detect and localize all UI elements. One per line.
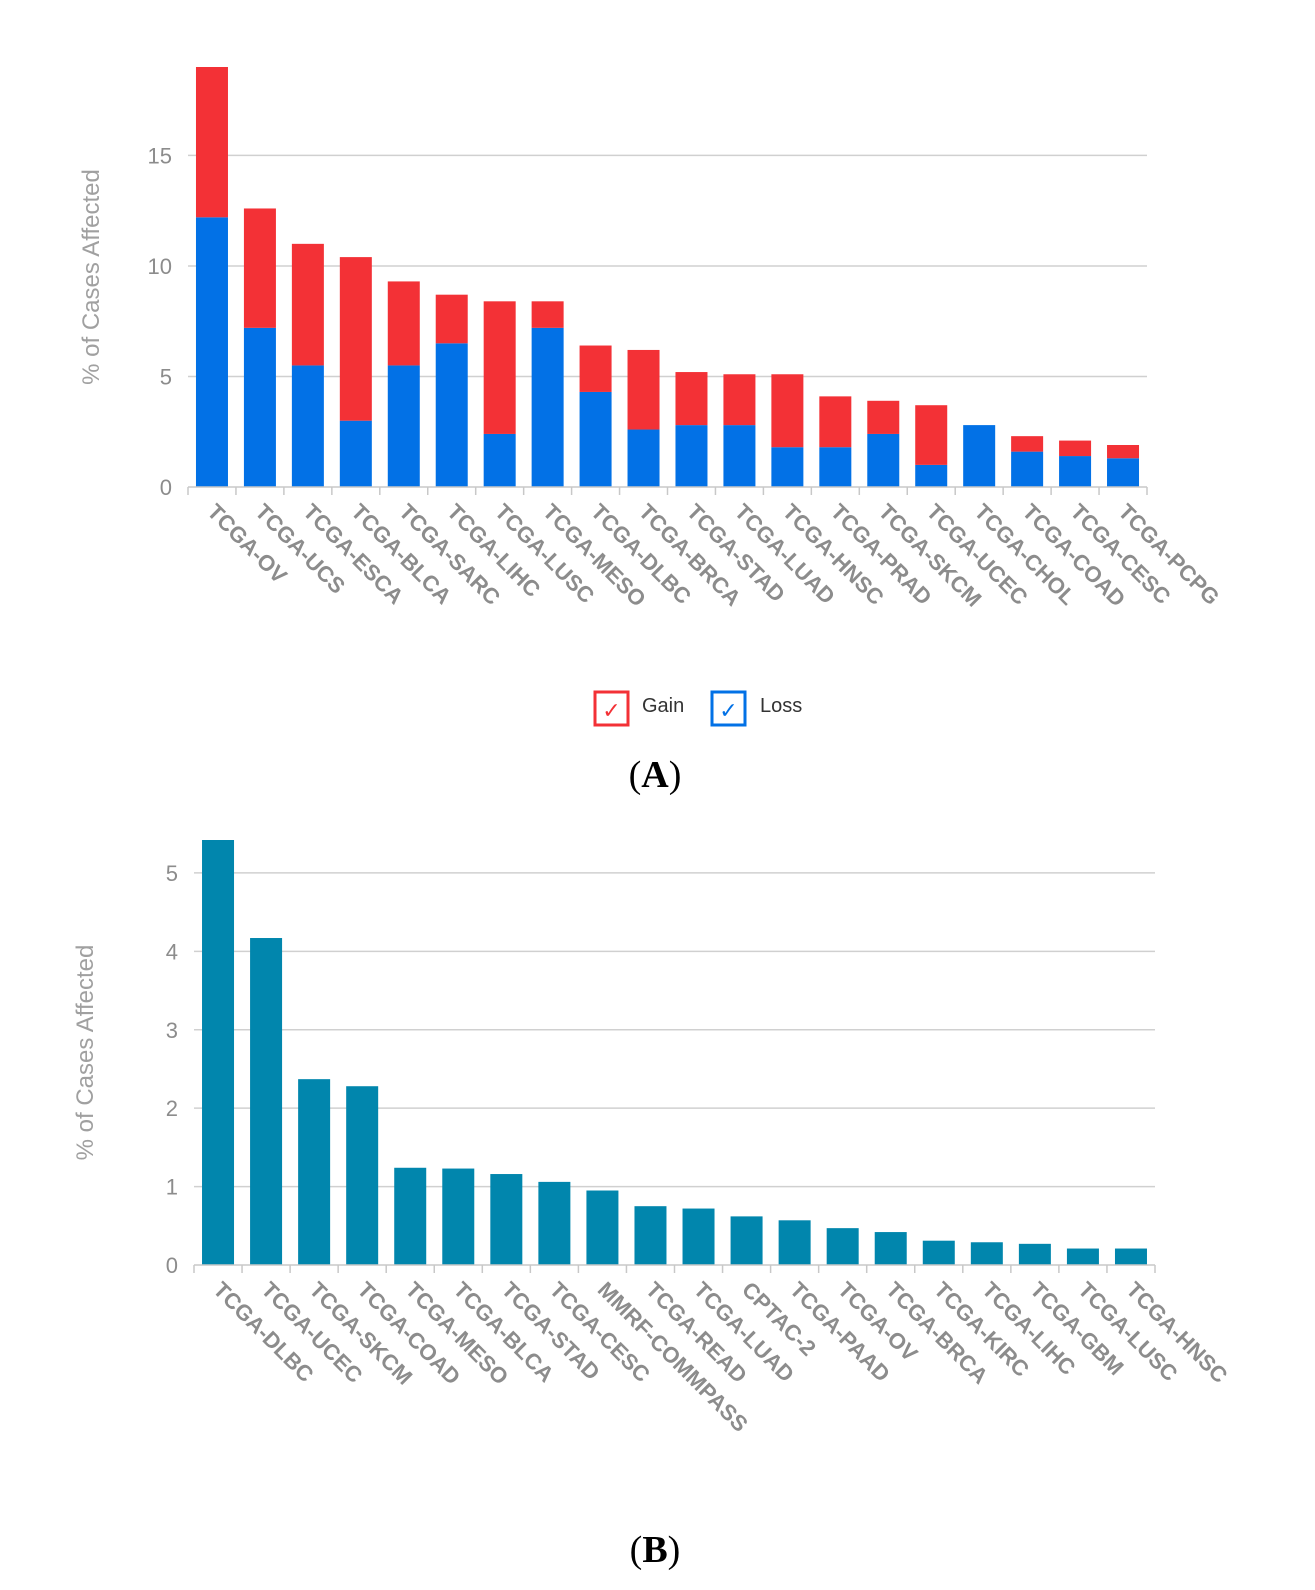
legend-checkbox-loss[interactable] <box>710 690 747 727</box>
y-tick-label: 5 <box>166 861 178 886</box>
legend-label-loss: Loss <box>760 695 802 717</box>
panel-label-b: (B) <box>630 1529 681 1571</box>
panel-b-open-paren: ( <box>630 1529 643 1571</box>
bar-loss-tcga-stad <box>675 425 708 487</box>
chart-b-cases-by-project: 012345TCGA-DLBCTCGA-UCECTCGA-SKCMTCGA-CO… <box>72 840 1233 1437</box>
bar-gain-tcga-skcm <box>867 400 900 434</box>
bar-gain-tcga-luad <box>723 374 756 426</box>
bar-loss-tcga-coad <box>1011 451 1044 487</box>
bar-tcga-skcm <box>298 1079 331 1265</box>
bar-mmrf-commpass <box>586 1190 619 1265</box>
bar-tcga-hnsc <box>1114 1248 1147 1265</box>
bar-tcga-dlbc <box>202 840 235 1265</box>
y-tick-label: 15 <box>148 143 172 168</box>
bar-loss-tcga-meso <box>531 327 564 487</box>
bar-gain-tcga-lihc <box>435 294 468 344</box>
panel-b-close-paren: ) <box>668 1529 681 1571</box>
bar-gain-tcga-ucec <box>915 405 948 465</box>
bar-loss-tcga-blca <box>339 420 372 487</box>
bar-tcga-blca <box>442 1168 475 1265</box>
bar-loss-tcga-brca <box>627 429 660 487</box>
bar-tcga-coad <box>346 1086 379 1265</box>
panel-b-letter: B <box>642 1529 667 1571</box>
y-axis-label: % of Cases Affected <box>72 945 99 1161</box>
legend-checkbox-gain[interactable] <box>593 690 630 727</box>
bar-loss-tcga-ucs <box>243 327 276 487</box>
bar-loss-tcga-pcpg <box>1107 458 1140 487</box>
bar-tcga-kirc <box>922 1240 955 1265</box>
bar-gain-tcga-stad <box>675 372 708 426</box>
panel-label-a: (A) <box>629 754 682 796</box>
bar-tcga-lihc <box>970 1242 1003 1265</box>
bar-tcga-lusc <box>1066 1248 1099 1265</box>
y-tick-label: 0 <box>166 1253 178 1278</box>
y-tick-label: 4 <box>166 939 178 964</box>
bar-loss-tcga-luad <box>723 425 756 487</box>
legend-item-loss[interactable]: ✓ Loss <box>710 690 802 727</box>
bar-loss-tcga-lihc <box>435 343 468 487</box>
bar-gain-tcga-lusc <box>483 301 516 434</box>
bar-loss-tcga-ov <box>195 217 228 487</box>
chart-a-cases-by-project-gain-loss: 051015TCGA-OVTCGA-UCSTCGA-ESCATCGA-BLCAT… <box>78 67 1225 612</box>
bar-tcga-stad <box>490 1174 523 1265</box>
bar-loss-tcga-prad <box>819 447 852 487</box>
bar-loss-tcga-ucec <box>915 464 948 487</box>
bar-gain-tcga-cesc <box>1059 440 1092 457</box>
chart-a-legend: ✓ Gain ✓ Loss <box>593 690 802 727</box>
bar-tcga-brca <box>874 1232 907 1265</box>
legend-label-gain: Gain <box>642 695 684 717</box>
bar-gain-tcga-coad <box>1011 436 1044 452</box>
panel-a-open-paren: ( <box>629 754 642 796</box>
check-icon: ✓ <box>719 699 737 724</box>
bar-loss-tcga-dlbc <box>579 391 612 487</box>
y-tick-label: 1 <box>166 1175 178 1200</box>
bar-gain-tcga-brca <box>627 349 660 430</box>
y-tick-label: 10 <box>148 254 172 279</box>
y-axis-label: % of Cases Affected <box>78 169 105 385</box>
bar-tcga-ucec <box>250 938 283 1265</box>
panel-a-letter: A <box>641 754 669 796</box>
check-icon: ✓ <box>602 699 620 724</box>
bar-gain-tcga-blca <box>339 257 372 421</box>
bar-tcga-paad <box>778 1220 811 1265</box>
bar-gain-tcga-meso <box>531 301 564 328</box>
bar-loss-tcga-esca <box>291 365 324 487</box>
bar-gain-tcga-ov <box>195 67 228 218</box>
y-tick-label: 0 <box>160 475 172 500</box>
y-tick-label: 3 <box>166 1018 178 1043</box>
bar-gain-tcga-sarc <box>387 281 420 366</box>
bar-loss-tcga-hnsc <box>771 447 804 487</box>
bar-gain-tcga-prad <box>819 396 852 448</box>
panel-a-close-paren: ) <box>669 754 682 796</box>
bar-tcga-meso <box>394 1167 427 1265</box>
bar-gain-tcga-ucs <box>243 208 276 328</box>
y-tick-label: 2 <box>166 1096 178 1121</box>
bar-gain-tcga-dlbc <box>579 345 612 392</box>
bar-tcga-luad <box>682 1208 715 1265</box>
bar-tcga-ov <box>826 1228 859 1265</box>
bar-loss-tcga-sarc <box>387 365 420 487</box>
bar-loss-tcga-chol <box>963 425 996 487</box>
bar-tcga-read <box>634 1206 667 1265</box>
bar-cptac-2 <box>730 1216 763 1265</box>
y-tick-label: 5 <box>160 364 172 389</box>
bar-loss-tcga-skcm <box>867 433 900 487</box>
bar-tcga-cesc <box>538 1181 571 1265</box>
bar-loss-tcga-lusc <box>483 433 516 487</box>
bar-gain-tcga-pcpg <box>1107 445 1140 459</box>
legend-item-gain[interactable]: ✓ Gain <box>593 690 684 727</box>
bar-tcga-gbm <box>1018 1243 1051 1265</box>
bar-loss-tcga-cesc <box>1059 456 1092 487</box>
bar-gain-tcga-hnsc <box>771 374 804 448</box>
bar-gain-tcga-esca <box>291 243 324 366</box>
